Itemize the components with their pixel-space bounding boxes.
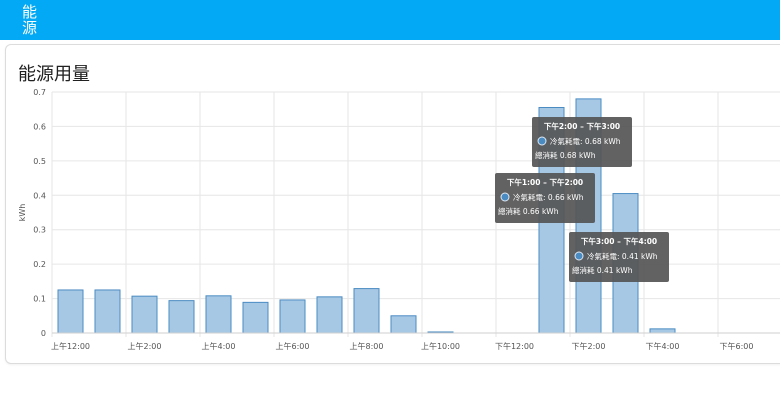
tooltip-series-line: 冷氣耗電: 0.68 kWh — [550, 136, 621, 146]
tooltip: 下午3:00 – 下午4:00 冷氣耗電: 0.41 kWh 總消耗 0.41 kW… — [569, 232, 669, 282]
y-tick-label: 0.2 — [33, 260, 46, 269]
y-tick-label: 0.5 — [33, 157, 46, 166]
x-tick-label: 上午2:00 — [128, 341, 162, 351]
bar[interactable] — [316, 296, 343, 334]
bar[interactable] — [131, 295, 158, 334]
x-tick-label: 上午10:00 — [421, 341, 460, 351]
bar[interactable] — [242, 301, 269, 334]
chart-grid — [51, 91, 780, 337]
tooltip-box — [495, 173, 595, 223]
x-tick-label: 下午12:00 — [495, 341, 534, 351]
tooltip-box — [532, 117, 632, 167]
y-tick-label: 0.4 — [33, 191, 46, 200]
bar[interactable] — [279, 299, 306, 334]
tooltip-box — [569, 232, 669, 282]
tooltip-swatch — [537, 136, 547, 146]
tooltip-swatch — [574, 251, 584, 261]
x-tick-label: 上午6:00 — [276, 341, 310, 351]
x-tick-label: 上午12:00 — [51, 341, 90, 351]
tooltip-series-line: 冷氣耗電: 0.41 kWh — [587, 251, 658, 261]
bar[interactable] — [390, 315, 417, 334]
card-title: 能源用量 — [18, 64, 90, 85]
tooltip-range: 下午1:00 – 下午2:00 — [507, 177, 583, 187]
bar[interactable] — [168, 300, 195, 334]
y-tick-label: 0.1 — [33, 295, 46, 304]
x-tick-label: 下午6:00 — [720, 341, 754, 351]
tooltip: 下午1:00 – 下午2:00 冷氣耗電: 0.66 kWh 總消耗 0.66 kW… — [495, 173, 595, 223]
tooltip-series-line: 冷氣耗電: 0.66 kWh — [513, 192, 584, 202]
x-axis: 上午12:00 上午2:00 上午4:00 上午6:00 上午8:00 上午10:00 下午… — [51, 332, 780, 351]
app-title: 能源 — [22, 3, 38, 37]
bar[interactable] — [94, 289, 121, 334]
tooltip-total-line: 總消耗 0.66 kWh — [498, 206, 559, 216]
tooltip-total-line: 總消耗 0.68 kWh — [535, 150, 596, 160]
y-axis-label: kWh — [18, 204, 27, 222]
y-tick-label: 0.7 — [33, 88, 46, 97]
y-axis: 0 0.1 0.2 0.3 0.4 0.5 0.6 0.7 — [33, 88, 46, 338]
bar[interactable] — [353, 288, 380, 334]
x-tick-label: 下午4:00 — [646, 341, 680, 351]
y-tick-label: 0 — [41, 329, 46, 338]
tooltip-range: 下午2:00 – 下午3:00 — [544, 121, 620, 131]
x-tick-label: 上午4:00 — [202, 341, 236, 351]
tooltip: 下午2:00 – 下午3:00 冷氣耗電: 0.68 kWh 總消耗 0.68 kW… — [532, 117, 632, 167]
tooltip-total-line: 總消耗 0.41 kWh — [572, 265, 633, 275]
bar[interactable] — [57, 289, 84, 334]
x-tick-label: 下午2:00 — [572, 341, 606, 351]
y-tick-label: 0.6 — [33, 122, 46, 131]
y-tick-label: 0.3 — [33, 226, 46, 235]
chart-tooltips: 下午2:00 – 下午3:00 冷氣耗電: 0.68 kWh 總消耗 0.68 kW… — [495, 117, 669, 282]
tooltip-range: 下午3:00 – 下午4:00 — [581, 236, 657, 246]
tooltip-swatch — [500, 192, 510, 202]
bar[interactable] — [205, 295, 232, 334]
x-tick-label: 上午8:00 — [350, 341, 384, 351]
app-header: 能源 — [0, 0, 780, 40]
bar[interactable] — [649, 328, 676, 334]
